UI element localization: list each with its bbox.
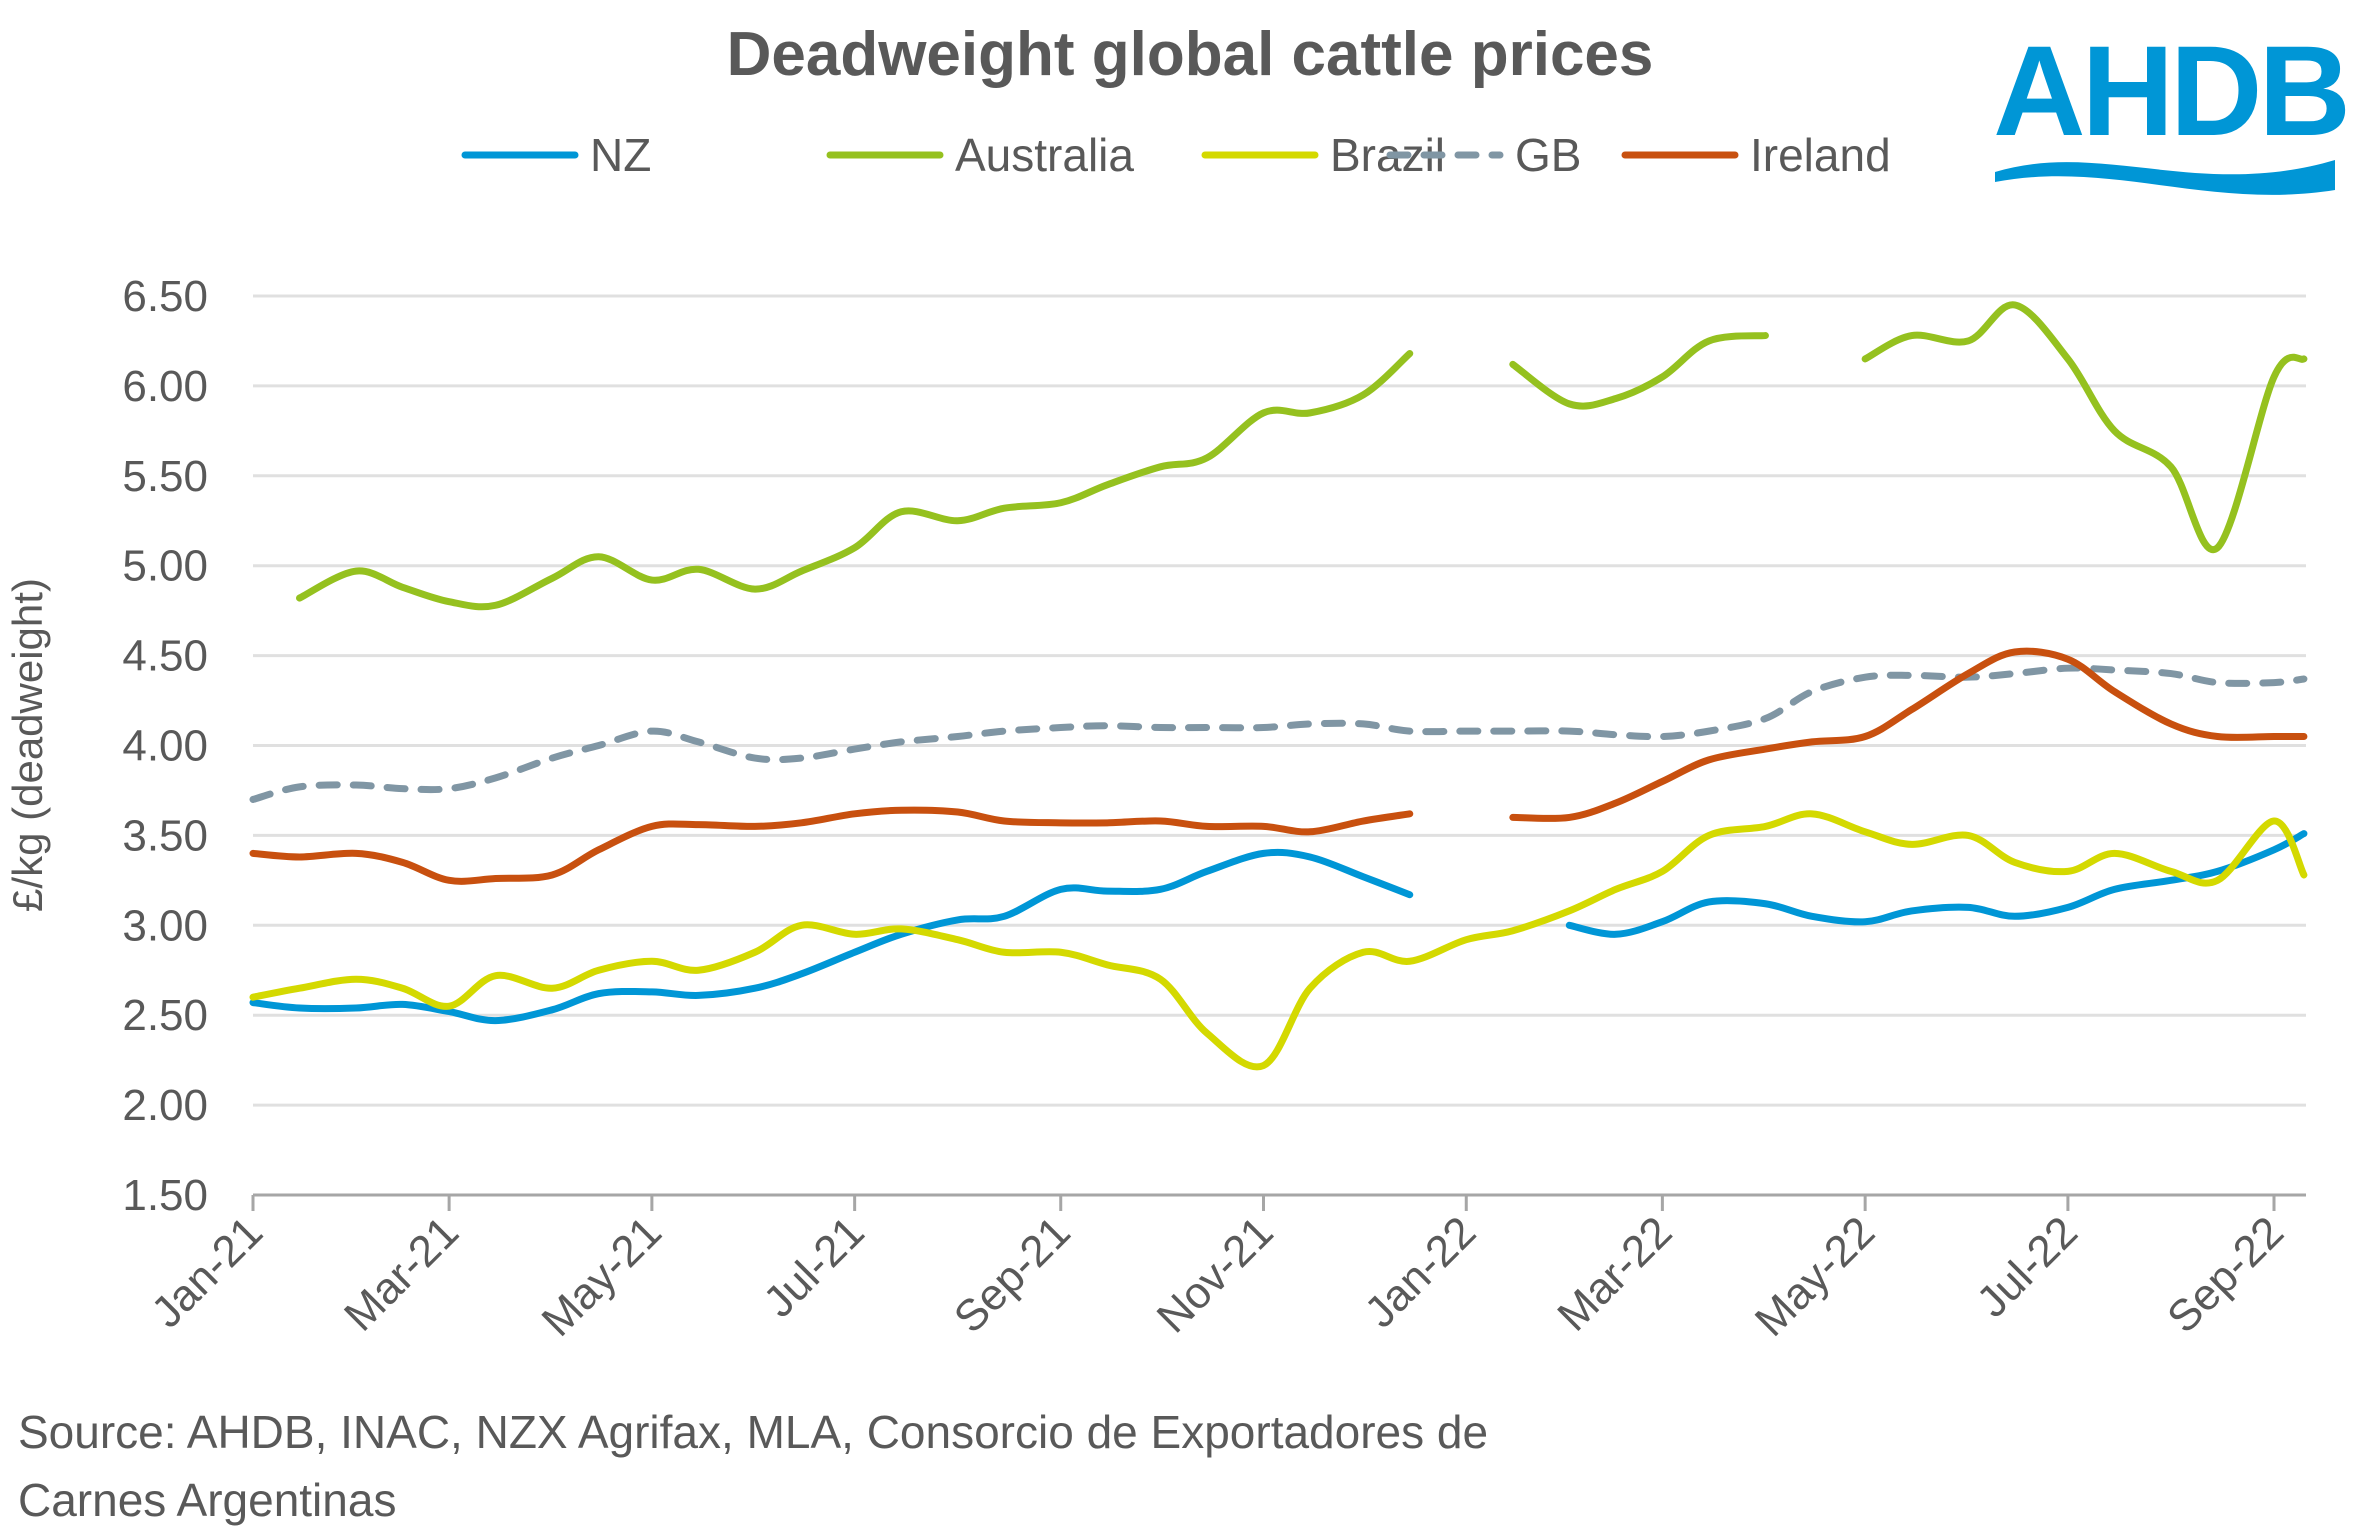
x-tick-label: Nov-21 xyxy=(1148,1207,1283,1342)
x-tick-label: Jan-22 xyxy=(1356,1207,1486,1337)
chart-title: Deadweight global cattle prices xyxy=(727,20,1654,89)
x-tick-label: May-22 xyxy=(1746,1207,1884,1345)
series-line-segment xyxy=(1565,830,2308,938)
series-australia xyxy=(296,301,2308,611)
y-tick-label: 5.50 xyxy=(122,452,208,501)
y-tick-label: 4.00 xyxy=(122,722,208,771)
series-nz xyxy=(249,830,2308,1025)
series-line-segment xyxy=(249,664,2308,803)
x-tick-label: Sep-22 xyxy=(2158,1207,2293,1342)
legend-item-gb: GB xyxy=(1386,129,1581,181)
series-brazil xyxy=(249,810,2308,1071)
series-line-segment xyxy=(1509,332,1769,410)
x-tick-label: Mar-22 xyxy=(1548,1207,1681,1340)
x-tick-label: Jul-22 xyxy=(1968,1207,2087,1326)
y-axis-ticks: 1.50 2.00 2.50 3.00 3.50 4.00 4.50 5.00 5.50 6.00… xyxy=(122,272,208,1220)
y-tick-label: 4.50 xyxy=(122,632,208,681)
series-ireland xyxy=(249,647,2308,885)
series-line-segment xyxy=(296,350,1414,611)
y-tick-label: 6.50 xyxy=(122,272,208,321)
legend-item-ireland: Ireland xyxy=(1621,129,1891,181)
source-line-1: Source: AHDB, INAC, NZX Agrifax, MLA, Co… xyxy=(18,1406,1488,1458)
x-tick-label: May-21 xyxy=(533,1207,671,1345)
y-tick-label: 6.00 xyxy=(122,362,208,411)
y-tick-label: 1.50 xyxy=(122,1171,208,1220)
source-line-2: Carnes Argentinas xyxy=(18,1474,396,1526)
gridlines xyxy=(253,294,2306,1107)
series-line-segment xyxy=(1509,647,2308,822)
ahdb-logo: AHDB xyxy=(1993,20,2351,195)
svg-text:AHDB: AHDB xyxy=(1993,20,2347,163)
y-tick-label: 2.50 xyxy=(122,991,208,1040)
legend-label: Ireland xyxy=(1750,129,1891,181)
y-tick-label: 5.00 xyxy=(122,542,208,591)
legend-label: NZ xyxy=(590,129,651,181)
series-lines xyxy=(249,301,2308,1071)
y-tick-label: 3.50 xyxy=(122,811,208,860)
legend-label: GB xyxy=(1515,129,1581,181)
legend-item-nz: NZ xyxy=(461,129,651,181)
legend-item-australia: Australia xyxy=(826,129,1134,181)
x-tick-label: Sep-21 xyxy=(945,1207,1080,1342)
series-line-segment xyxy=(1861,301,2308,554)
y-axis-label: £/kg (deadweight) xyxy=(4,578,51,912)
legend-label: Australia xyxy=(955,129,1134,181)
series-gb xyxy=(249,664,2308,803)
x-axis: Jan-21 Mar-21 May-21 Jul-21 Sep-21 Nov-21 Jan-… xyxy=(142,1193,2306,1346)
legend: NZ Australia Brazil GB Ireland xyxy=(461,129,1891,181)
x-tick-label: Jul-21 xyxy=(754,1207,873,1326)
x-tick-label: Mar-21 xyxy=(335,1207,468,1340)
y-tick-label: 2.00 xyxy=(122,1081,208,1130)
y-tick-label: 3.00 xyxy=(122,901,208,950)
series-line-segment xyxy=(249,806,1414,885)
x-tick-label: Jan-21 xyxy=(142,1207,272,1337)
series-line-segment xyxy=(249,810,2308,1071)
series-line-segment xyxy=(249,848,1414,1025)
